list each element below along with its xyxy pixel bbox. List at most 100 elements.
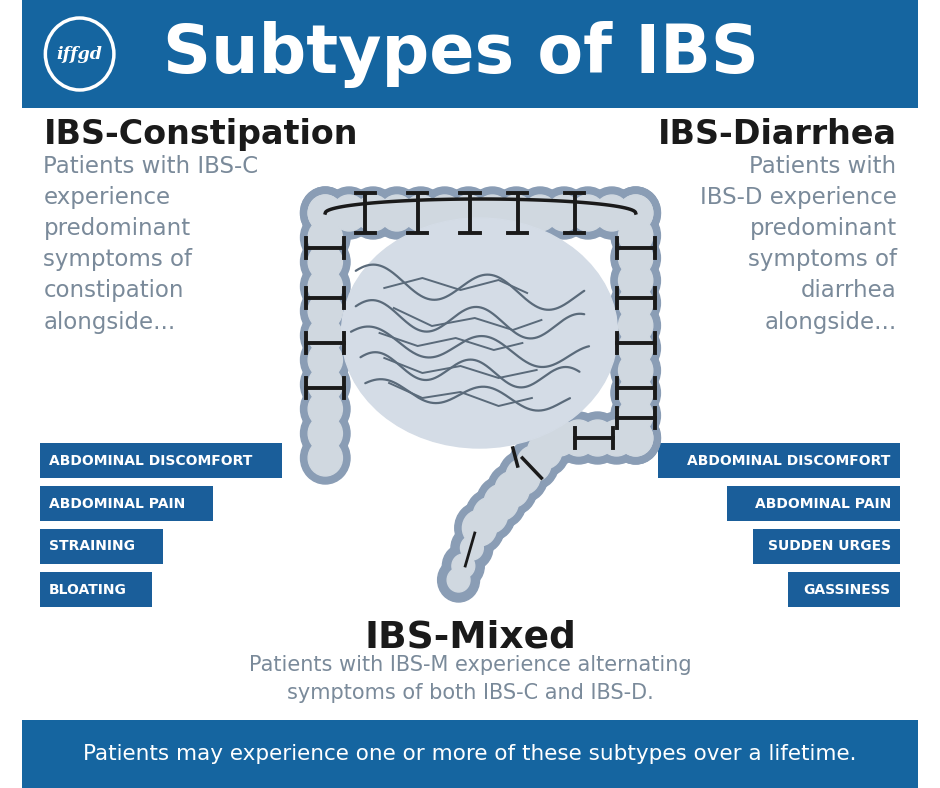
Circle shape: [473, 497, 508, 533]
FancyBboxPatch shape: [39, 572, 152, 607]
Circle shape: [308, 269, 342, 304]
Circle shape: [308, 220, 342, 255]
Circle shape: [356, 195, 390, 231]
Circle shape: [619, 285, 652, 321]
Circle shape: [396, 187, 446, 239]
Text: BLOATING: BLOATING: [49, 582, 127, 597]
Text: IBS-Mixed: IBS-Mixed: [364, 620, 576, 656]
Circle shape: [462, 510, 496, 546]
Circle shape: [444, 187, 494, 239]
Circle shape: [539, 420, 572, 456]
Circle shape: [619, 195, 652, 231]
FancyBboxPatch shape: [39, 486, 213, 521]
Circle shape: [611, 389, 661, 441]
Circle shape: [588, 187, 636, 239]
Text: GASSINESS: GASSINESS: [804, 582, 891, 597]
Text: ABDOMINAL PAIN: ABDOMINAL PAIN: [755, 496, 891, 511]
Text: Subtypes of IBS: Subtypes of IBS: [164, 20, 760, 87]
Circle shape: [515, 187, 565, 239]
Circle shape: [420, 187, 469, 239]
Text: iffgd: iffgd: [56, 46, 102, 62]
Bar: [23, 720, 917, 788]
Circle shape: [499, 195, 533, 231]
Text: Patients may experience one or more of these subtypes over a lifetime.: Patients may experience one or more of t…: [84, 744, 856, 764]
Circle shape: [611, 210, 661, 262]
Circle shape: [540, 187, 588, 239]
Circle shape: [308, 244, 342, 280]
Circle shape: [403, 195, 438, 231]
Circle shape: [301, 383, 350, 435]
FancyBboxPatch shape: [39, 529, 164, 564]
Circle shape: [611, 299, 661, 351]
Text: IBS-Constipation: IBS-Constipation: [43, 118, 358, 151]
Circle shape: [619, 195, 652, 231]
Circle shape: [619, 307, 652, 344]
Circle shape: [554, 412, 603, 464]
Circle shape: [349, 187, 398, 239]
Circle shape: [523, 195, 557, 231]
Circle shape: [542, 420, 576, 456]
Circle shape: [492, 187, 541, 239]
Text: ABDOMINAL PAIN: ABDOMINAL PAIN: [49, 496, 185, 511]
Text: ABDOMINAL DISCOMFORT: ABDOMINAL DISCOMFORT: [687, 454, 891, 467]
Circle shape: [611, 322, 661, 374]
Circle shape: [495, 471, 529, 507]
Circle shape: [531, 412, 580, 464]
Circle shape: [308, 366, 342, 403]
Text: ABDOMINAL DISCOMFORT: ABDOMINAL DISCOMFORT: [49, 454, 253, 467]
Circle shape: [443, 544, 484, 588]
Circle shape: [506, 459, 540, 495]
Circle shape: [468, 516, 491, 540]
Circle shape: [571, 195, 605, 231]
Circle shape: [308, 195, 342, 231]
Circle shape: [465, 489, 515, 541]
Circle shape: [611, 367, 661, 419]
Circle shape: [301, 285, 350, 337]
Circle shape: [461, 536, 483, 560]
Circle shape: [372, 187, 422, 239]
FancyBboxPatch shape: [727, 486, 901, 521]
FancyBboxPatch shape: [658, 443, 901, 478]
Circle shape: [308, 440, 342, 476]
Circle shape: [619, 217, 652, 254]
Circle shape: [611, 277, 661, 329]
Circle shape: [611, 187, 661, 239]
FancyBboxPatch shape: [788, 572, 901, 607]
Circle shape: [619, 240, 652, 276]
Circle shape: [301, 359, 350, 411]
Circle shape: [580, 420, 615, 456]
Circle shape: [301, 211, 350, 263]
Circle shape: [301, 407, 350, 459]
Circle shape: [520, 425, 570, 477]
Circle shape: [600, 420, 634, 456]
Circle shape: [619, 375, 652, 411]
Circle shape: [468, 187, 517, 239]
Text: SUDDEN URGES: SUDDEN URGES: [768, 540, 891, 553]
Circle shape: [451, 195, 486, 231]
Circle shape: [308, 318, 342, 354]
Circle shape: [561, 420, 596, 456]
Circle shape: [619, 420, 652, 456]
Circle shape: [301, 432, 350, 484]
Circle shape: [488, 463, 537, 515]
Circle shape: [380, 195, 414, 231]
FancyBboxPatch shape: [39, 443, 282, 478]
Circle shape: [459, 506, 500, 550]
Circle shape: [611, 412, 661, 464]
Circle shape: [308, 293, 342, 329]
Circle shape: [484, 485, 519, 520]
Circle shape: [301, 334, 350, 386]
Circle shape: [611, 412, 661, 464]
Circle shape: [595, 195, 629, 231]
Circle shape: [438, 558, 479, 602]
Circle shape: [308, 195, 342, 231]
Circle shape: [308, 391, 342, 427]
Text: Patients with
IBS-D experience
predominant
symptoms of
diarrhea
alongside...: Patients with IBS-D experience predomina…: [699, 155, 897, 333]
Bar: [23, 0, 917, 108]
Text: Patients with IBS-C
experience
predominant
symptoms of
constipation
alongside...: Patients with IBS-C experience predomina…: [43, 155, 259, 333]
Circle shape: [611, 232, 661, 284]
Circle shape: [324, 187, 374, 239]
Circle shape: [509, 437, 558, 489]
Circle shape: [455, 502, 504, 554]
Circle shape: [452, 554, 475, 578]
